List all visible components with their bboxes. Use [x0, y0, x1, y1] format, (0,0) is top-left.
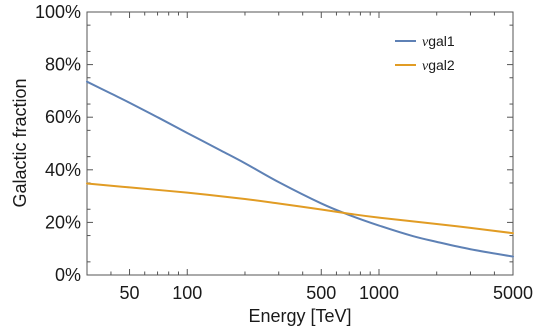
y-tick-label: 40%	[45, 160, 81, 180]
legend-label-gal2: νgal2	[422, 57, 455, 74]
y-tick-label: 20%	[45, 212, 81, 232]
legend-label-gal1: νgal1	[422, 33, 455, 50]
series-line-gal1	[86, 80, 514, 258]
y-tick-label: 60%	[45, 107, 81, 127]
x-tick-label: 500	[306, 283, 336, 303]
x-axis-title: Energy [TeV]	[248, 306, 351, 326]
y-axis-ticks: 0% 20% 40% 60% 80% 100%	[35, 2, 513, 285]
plot-frame	[86, 11, 514, 276]
y-tick-label: 0%	[55, 265, 81, 285]
legend-label-text: gal2	[428, 57, 455, 73]
x-tick-label: 5000	[493, 283, 533, 303]
series-layer	[86, 80, 514, 258]
legend-label-text: gal1	[428, 33, 455, 49]
legend-label-nu: ν	[422, 59, 429, 74]
y-tick-label: 80%	[45, 55, 81, 75]
x-tick-label: 100	[172, 283, 202, 303]
x-tick-label: 50	[120, 283, 140, 303]
legend-label-nu: ν	[422, 35, 429, 50]
y-axis-title: Galactic fraction	[10, 78, 30, 207]
series-line-gal2	[86, 182, 514, 235]
y-tick-label: 100%	[35, 2, 81, 22]
x-tick-label: 1000	[359, 283, 399, 303]
x-axis-ticks: 50 100 500 1000 5000	[86, 12, 533, 303]
